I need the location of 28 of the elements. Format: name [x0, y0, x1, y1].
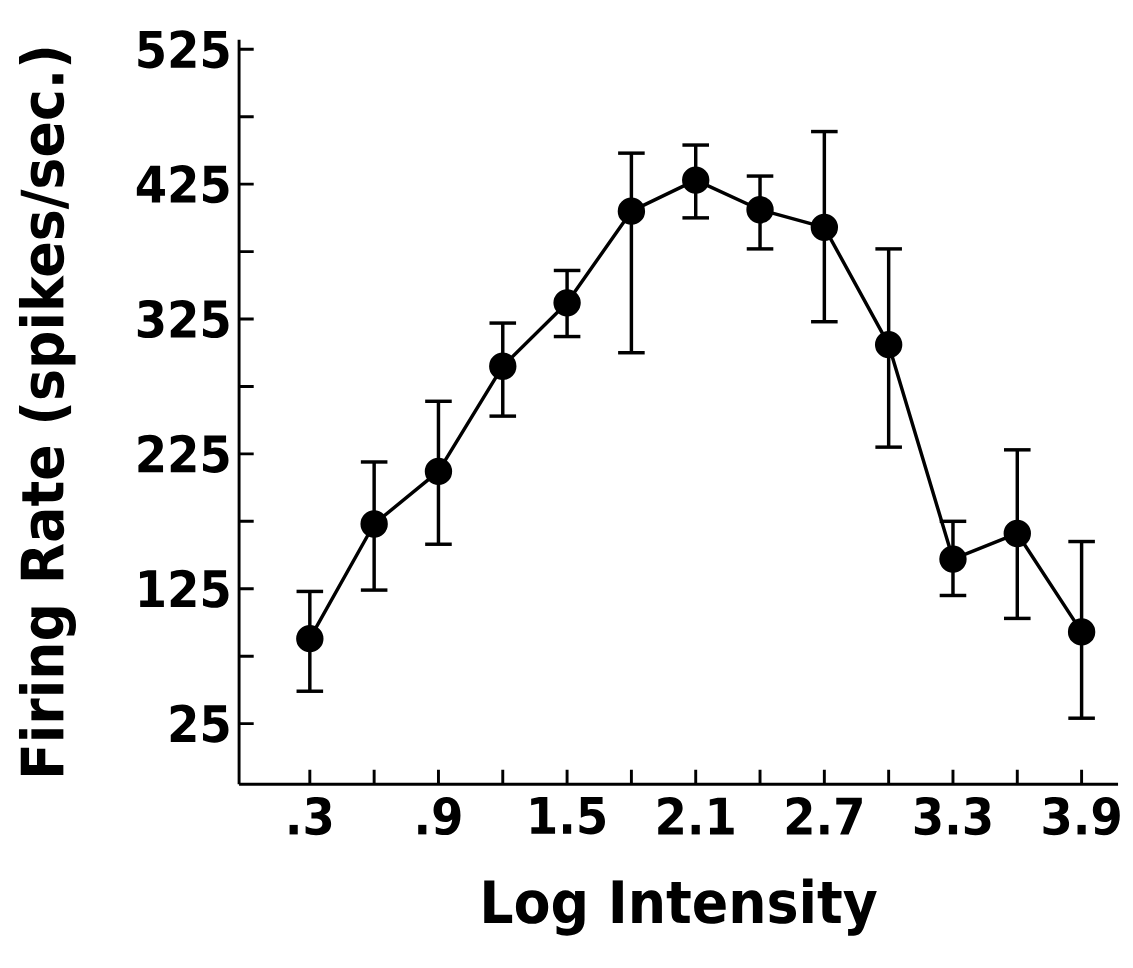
x-tick-label: 2.7 [786, 797, 862, 835]
y-tick-label: 125 [139, 569, 229, 608]
y-tick-label: 225 [138, 434, 229, 474]
point [1003, 519, 1031, 548]
point [617, 197, 646, 225]
point [810, 213, 839, 242]
point [682, 166, 710, 194]
y-tick-label: 25 [170, 704, 229, 743]
x-tick-label: .3 [289, 797, 332, 836]
point [553, 289, 581, 317]
x-tick-label: 3.3 [914, 797, 991, 836]
point [489, 352, 517, 381]
x-axis-title: Log Intensity [484, 878, 877, 936]
x-tick-label: 2.1 [658, 797, 734, 835]
y-tick-label: 425 [136, 165, 229, 204]
point [360, 510, 388, 538]
y-tick-label: 525 [138, 30, 229, 69]
point [874, 331, 903, 359]
point [746, 196, 774, 224]
point [424, 457, 453, 486]
y-tick-label: 325 [137, 300, 229, 339]
point [296, 625, 324, 653]
x-tick-label: 1.5 [531, 797, 605, 835]
point [939, 545, 967, 573]
point [1067, 618, 1096, 646]
x-tick-label: .9 [418, 797, 461, 836]
x-tick-label: 3.9 [1043, 797, 1120, 836]
y-axis-title: Firing Rate (spikes/sec.) [18, 49, 76, 776]
